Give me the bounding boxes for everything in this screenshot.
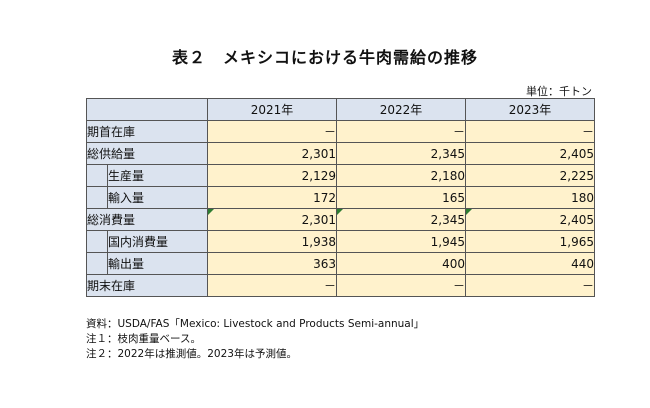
comment-marker — [466, 209, 472, 215]
row-label: 総消費量 — [86, 208, 208, 231]
table-row: 生産量 2,129 2,180 2,225 — [86, 164, 595, 187]
unit-label: 単位：千トン — [526, 85, 592, 98]
cell-value: － — [207, 120, 337, 143]
cell-value: 400 — [336, 252, 466, 275]
table-notes: 資料：USDA/FAS「Mexico: Livestock and Produc… — [86, 317, 424, 362]
cell-value: 2,301 — [207, 142, 337, 165]
row-label: 期首在庫 — [86, 120, 208, 143]
table-title: 表２ メキシコにおける牛肉需給の推移 — [171, 48, 478, 67]
row-label: 生産量 — [107, 164, 208, 187]
cell-value: 2,129 — [207, 164, 337, 187]
row-label: 輸入量 — [107, 186, 208, 209]
table-header-row: 2021年 2022年 2023年 — [86, 98, 595, 121]
note-1: 注１：枝肉重量ベース。 — [86, 333, 201, 345]
table-row: 輸入量 172 165 180 — [86, 186, 595, 209]
table-row: 輸出量 363 400 440 — [86, 252, 595, 275]
row-label: 輸出量 — [107, 252, 208, 275]
indent-cell — [86, 186, 108, 209]
column-header: 2022年 — [336, 98, 466, 121]
cell-value: － — [465, 274, 595, 297]
cell-value: 2,225 — [465, 164, 595, 187]
row-label: 期末在庫 — [86, 274, 208, 297]
cell-value: － — [207, 274, 337, 297]
cell-value: 1,945 — [336, 230, 466, 253]
comment-marker — [208, 209, 214, 215]
table-row: 期末在庫 － － － — [86, 274, 595, 297]
cell-value: － — [336, 274, 466, 297]
beef-supply-demand-table: 2021年 2022年 2023年 期首在庫 － － － 総供給量 2,301 … — [86, 98, 595, 297]
cell-value: 2,405 — [465, 142, 595, 165]
row-label: 総供給量 — [86, 142, 208, 165]
cell-value: 1,965 — [465, 230, 595, 253]
cell-value: 2,405 — [465, 208, 595, 231]
cell-value: 363 — [207, 252, 337, 275]
cell-value: 2,345 — [336, 208, 466, 231]
indent-cell — [86, 230, 108, 253]
cell-value: 165 — [336, 186, 466, 209]
cell-value: 2,301 — [207, 208, 337, 231]
cell-value: － — [465, 120, 595, 143]
cell-value: 172 — [207, 186, 337, 209]
indent-cell — [86, 164, 108, 187]
column-header: 2021年 — [207, 98, 337, 121]
table-row: 総消費量 2,301 2,345 2,405 — [86, 208, 595, 231]
source-note: 資料：USDA/FAS「Mexico: Livestock and Produc… — [86, 318, 425, 330]
row-label: 国内消費量 — [107, 230, 208, 253]
table-row: 期首在庫 － － － — [86, 120, 595, 143]
column-header: 2023年 — [465, 98, 595, 121]
note-2: 注２：2022年は推測値。2023年は予測値。 — [86, 348, 297, 360]
table-row: 総供給量 2,301 2,345 2,405 — [86, 142, 595, 165]
header-blank-cell — [86, 98, 208, 121]
cell-value: 440 — [465, 252, 595, 275]
table-row: 国内消費量 1,938 1,945 1,965 — [86, 230, 595, 253]
cell-value: － — [336, 120, 466, 143]
cell-value: 2,180 — [336, 164, 466, 187]
cell-value: 2,345 — [336, 142, 466, 165]
cell-value: 1,938 — [207, 230, 337, 253]
indent-cell — [86, 252, 108, 275]
cell-value: 180 — [465, 186, 595, 209]
comment-marker — [337, 209, 343, 215]
